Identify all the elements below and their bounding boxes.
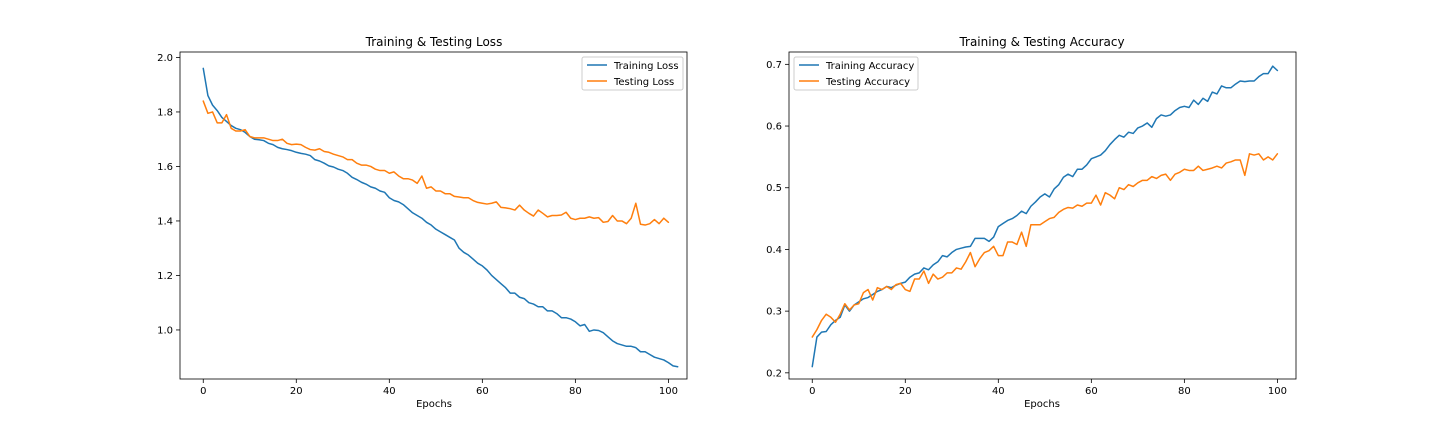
loss-chart-title: Training & Testing Loss [365, 35, 503, 49]
loss-legend-label-training: Training Loss [613, 61, 679, 72]
accuracy-x-tick-label: 0 [809, 386, 815, 397]
loss-legend-frame [581, 56, 684, 91]
accuracy-series-line-training [811, 65, 1279, 368]
accuracy-x-tick-label: 80 [1178, 386, 1191, 397]
loss-y-ticks: 1.0 1.2 1.4 1.6 1.8 2.0 [157, 53, 180, 336]
accuracy-y-tick-label: 0.4 [766, 245, 782, 256]
accuracy-x-axis-label: Epochs [1024, 399, 1060, 410]
loss-x-tick-label: 0 [200, 386, 206, 397]
loss-legend-label-testing: Testing Loss [613, 77, 674, 88]
loss-x-ticks: 0 20 40 60 80 100 [200, 379, 678, 397]
accuracy-legend-label-training: Training Accuracy [825, 61, 914, 72]
loss-y-tick-label: 1.2 [157, 271, 173, 282]
accuracy-chart: Training & Testing Accuracy 0 20 40 60 80 100… [766, 35, 1297, 410]
accuracy-chart-title: Training & Testing Accuracy [958, 35, 1124, 49]
accuracy-y-ticks: 0.2 0.3 0.4 0.5 0.6 0.7 [766, 60, 789, 379]
loss-y-tick-label: 1.8 [157, 107, 173, 118]
accuracy-y-tick-label: 0.5 [766, 183, 782, 194]
accuracy-x-tick-label: 60 [1085, 386, 1098, 397]
loss-x-tick-label: 80 [569, 386, 582, 397]
accuracy-legend: Training Accuracy Testing Accuracy [793, 56, 919, 91]
loss-x-axis-label: Epochs [416, 399, 452, 410]
loss-series-line-training [202, 67, 679, 368]
accuracy-x-tick-label: 20 [899, 386, 912, 397]
loss-chart: Training & Testing Loss 0 20 40 60 80 100 1.0… [157, 35, 688, 410]
loss-y-tick-label: 1.6 [157, 162, 173, 173]
accuracy-x-tick-label: 40 [992, 386, 1005, 397]
loss-x-tick-label: 100 [659, 386, 678, 397]
accuracy-y-tick-label: 0.2 [766, 368, 782, 379]
loss-plot-area [179, 51, 688, 380]
accuracy-plot-area [788, 51, 1297, 380]
accuracy-y-tick-label: 0.7 [766, 60, 782, 71]
loss-series-line-testing [202, 100, 670, 226]
accuracy-x-tick-label: 100 [1268, 386, 1287, 397]
accuracy-y-tick-label: 0.6 [766, 122, 782, 133]
loss-y-tick-label: 2.0 [157, 53, 173, 64]
loss-y-tick-label: 1.0 [157, 325, 173, 336]
accuracy-legend-label-testing: Testing Accuracy [825, 77, 910, 88]
loss-legend: Training Loss Testing Loss [581, 56, 684, 91]
accuracy-y-tick-label: 0.3 [766, 307, 782, 318]
accuracy-lines [811, 65, 1279, 368]
loss-x-tick-label: 40 [383, 386, 396, 397]
accuracy-legend-frame [793, 56, 919, 91]
loss-x-tick-label: 60 [476, 386, 489, 397]
accuracy-series-line-testing [811, 153, 1279, 338]
loss-lines [202, 67, 679, 368]
loss-x-tick-label: 20 [290, 386, 303, 397]
accuracy-x-ticks: 0 20 40 60 80 100 [809, 379, 1287, 397]
loss-y-tick-label: 1.4 [157, 216, 173, 227]
